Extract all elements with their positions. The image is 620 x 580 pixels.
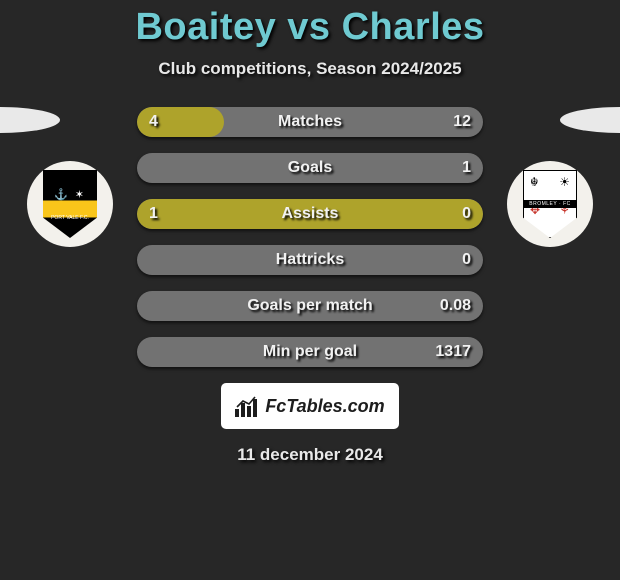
stat-row: Hattricks0 (137, 245, 483, 275)
page-subtitle: Club competitions, Season 2024/2025 (0, 59, 620, 79)
date-text: 11 december 2024 (0, 445, 620, 465)
bromley-crest-icon: ☬☀ ✥⚘ BROMLEY · FC (523, 170, 577, 238)
stat-row: 4Matches12 (137, 107, 483, 137)
compare-area: ⚓ ✶ PORT VALE F.C. ☬☀ ✥⚘ BROMLEY · FC 4M… (0, 107, 620, 367)
stat-right-value: 1317 (435, 337, 471, 367)
stat-label: Hattricks (137, 245, 483, 275)
stat-row: 1Assists0 (137, 199, 483, 229)
right-ellipse (560, 107, 620, 133)
stat-label: Goals (137, 153, 483, 183)
fctables-logo-icon (235, 395, 259, 417)
right-club-badge: ☬☀ ✥⚘ BROMLEY · FC (507, 161, 593, 247)
left-club-badge: ⚓ ✶ PORT VALE F.C. (27, 161, 113, 247)
stat-label: Assists (137, 199, 483, 229)
stat-label: Goals per match (137, 291, 483, 321)
stat-label: Min per goal (137, 337, 483, 367)
stat-label: Matches (137, 107, 483, 137)
stat-right-value: 0.08 (440, 291, 471, 321)
left-ellipse (0, 107, 60, 133)
stat-right-value: 0 (462, 199, 471, 229)
stat-row: Goals1 (137, 153, 483, 183)
page-title: Boaitey vs Charles (0, 0, 620, 49)
stat-bars: 4Matches12Goals11Assists0Hattricks0Goals… (137, 107, 483, 367)
stat-row: Min per goal1317 (137, 337, 483, 367)
stat-right-value: 0 (462, 245, 471, 275)
stat-row: Goals per match0.08 (137, 291, 483, 321)
branding-text: FcTables.com (265, 396, 384, 417)
stat-right-value: 12 (453, 107, 471, 137)
stat-right-value: 1 (462, 153, 471, 183)
branding-badge: FcTables.com (221, 383, 399, 429)
portvale-crest-icon: ⚓ ✶ PORT VALE F.C. (43, 170, 97, 238)
